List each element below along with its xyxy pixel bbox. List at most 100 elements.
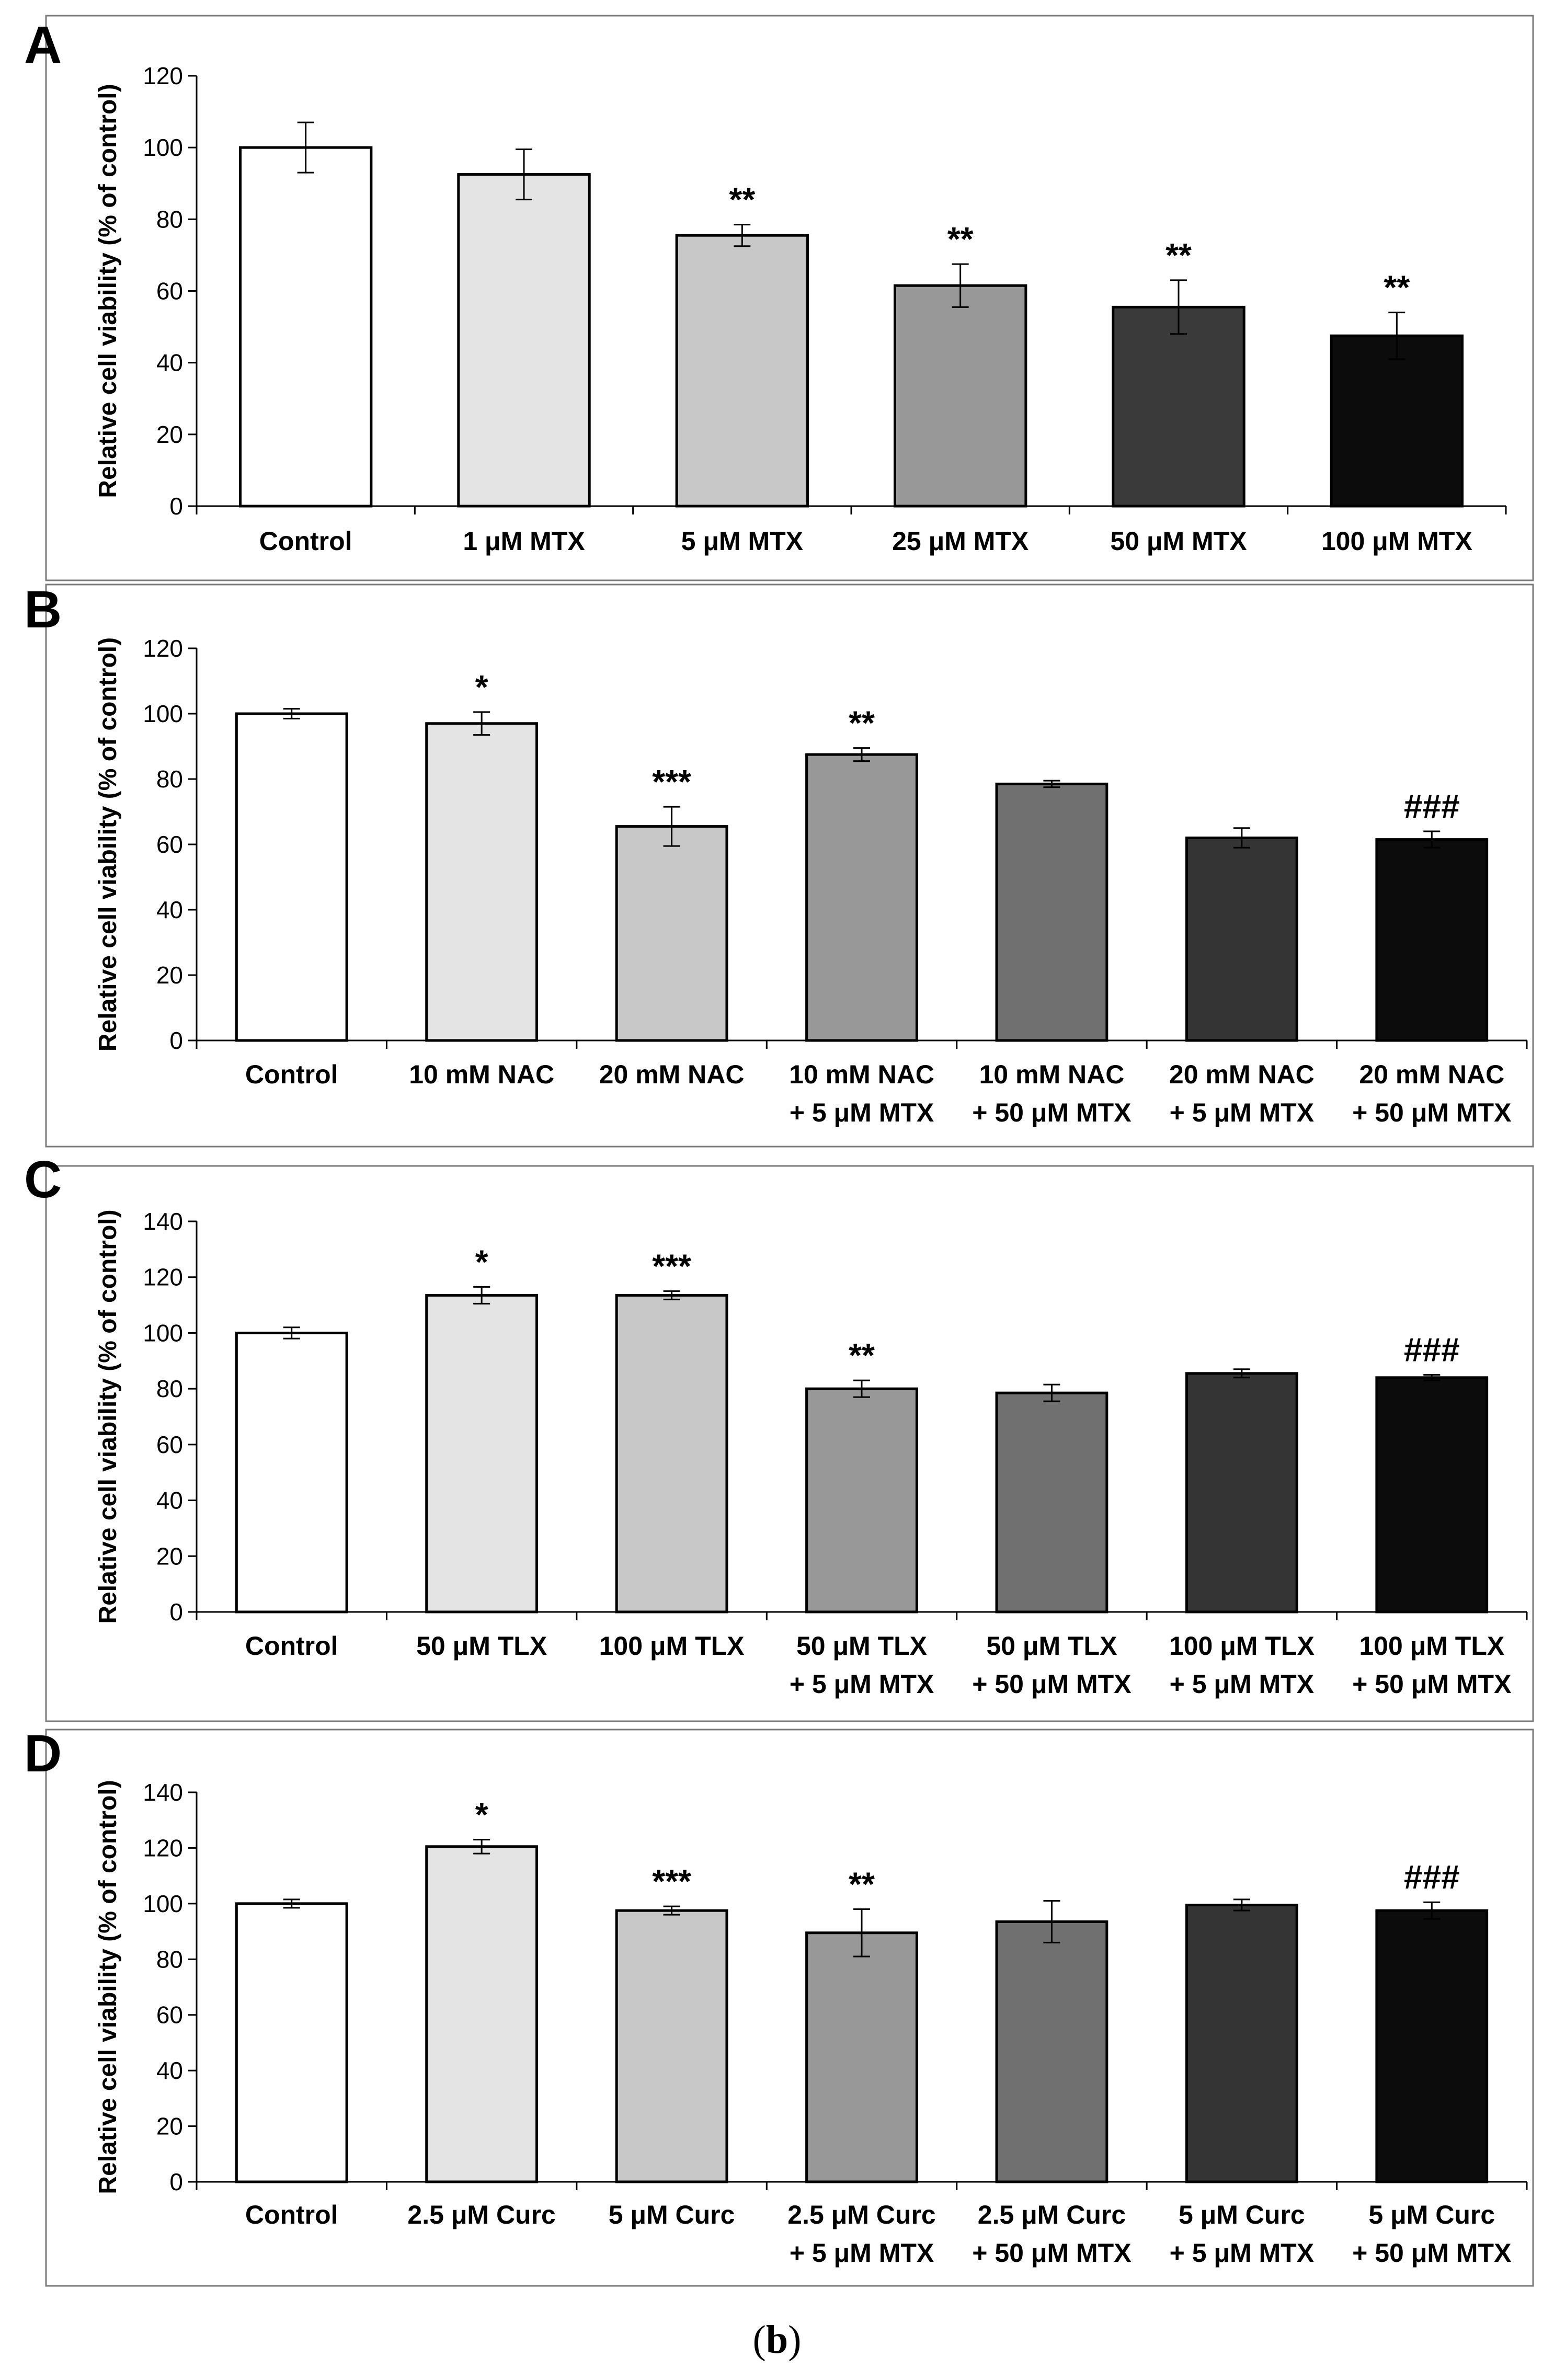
y-tick-label: 80 (156, 1946, 183, 1973)
y-tick-label: 20 (156, 1542, 183, 1570)
y-tick-label: 0 (169, 2168, 183, 2195)
category-label: + 50 μM MTX (972, 1098, 1131, 1127)
panel-b: B 0 20 40 60 80 100 120 Relative cell viability … (24, 580, 1534, 1148)
bar (995, 1391, 1109, 1614)
panel-a: A 0 20 40 60 80 100 120 Relative cell viability … (24, 15, 1534, 581)
y-tick-label: 80 (156, 765, 183, 793)
category-label: 50 μM TLX (796, 1631, 927, 1661)
category-label: 5 μM MTX (681, 527, 803, 556)
bar (893, 284, 1027, 508)
significance-label: ### (1404, 787, 1460, 825)
significance-label: ** (947, 220, 974, 258)
y-tick-label: 100 (143, 1890, 183, 1917)
y-tick-label: 140 (143, 1779, 183, 1806)
bar (805, 1931, 918, 2183)
panel-frame (45, 583, 1534, 1148)
y-tick-label: 100 (143, 700, 183, 727)
category-label: 25 μM MTX (892, 527, 1029, 556)
category-label: 100 μM TLX (599, 1631, 745, 1661)
category-label: + 50 μM MTX (1352, 1669, 1511, 1699)
y-axis-label: Relative cell viability (% of control) (94, 637, 122, 1051)
bar (805, 753, 918, 1042)
significance-label: ** (849, 704, 875, 742)
y-tick-label: 100 (143, 134, 183, 161)
bar (1185, 1372, 1298, 1614)
y-tick-label: 60 (156, 278, 183, 305)
bar (675, 234, 809, 508)
category-label: + 5 μM MTX (1170, 1669, 1314, 1699)
bar (425, 1294, 539, 1614)
category-label: + 50 μM MTX (1352, 2238, 1511, 2268)
y-tick-label: 0 (169, 1027, 183, 1054)
y-axis-label: Relative cell viability (% of control) (94, 1209, 122, 1623)
panel-c: C 0 20 40 60 80 100 120 140 Relative cell viabili… (24, 1150, 1534, 1722)
y-tick-label: 40 (156, 896, 183, 923)
bar (457, 173, 591, 508)
category-label: + 50 μM MTX (1352, 1098, 1511, 1127)
y-tick-label: 20 (156, 2113, 183, 2140)
category-label: + 5 μM MTX (790, 1098, 934, 1127)
category-label: + 50 μM MTX (972, 2238, 1131, 2268)
panel-d: D 0 20 40 60 80 100 120 140 Relative cell viabili… (24, 1724, 1534, 2287)
category-label: 2.5 μM Curc (978, 2200, 1126, 2229)
y-tick-label: 120 (143, 62, 183, 89)
significance-label: ** (1384, 269, 1410, 306)
y-tick-label: 120 (143, 1264, 183, 1291)
significance-label: * (475, 668, 488, 706)
y-tick-label: 120 (143, 635, 183, 662)
bar (238, 146, 373, 508)
category-label: 20 mM NAC (599, 1060, 745, 1089)
bar (805, 1387, 918, 1614)
bar (235, 1331, 348, 1614)
category-label: 100 μM TLX (1169, 1631, 1315, 1661)
category-label: + 50 μM MTX (972, 1669, 1131, 1699)
category-label: Control (259, 527, 352, 556)
category-label: 50 μM TLX (986, 1631, 1117, 1661)
y-tick-label: 140 (143, 1208, 183, 1235)
significance-label: ### (1404, 1858, 1460, 1896)
bar (235, 712, 348, 1042)
category-label: 50 μM MTX (1110, 527, 1247, 556)
panel-letter: C (24, 1150, 62, 1209)
bar (1375, 838, 1489, 1042)
bar (995, 782, 1109, 1042)
bar (1112, 305, 1246, 508)
category-label: 5 μM Curc (1368, 2200, 1495, 2229)
category-label: 100 μM MTX (1321, 527, 1472, 556)
category-label: 5 μM Curc (1179, 2200, 1305, 2229)
y-tick-label: 80 (156, 205, 183, 233)
category-label: + 5 μM MTX (1170, 2238, 1314, 2268)
significance-label: ** (1166, 236, 1192, 274)
significance-label: *** (652, 1862, 691, 1900)
y-axis-label: Relative cell viability (% of control) (94, 84, 122, 498)
bar (615, 1909, 728, 2183)
significance-label: *** (652, 763, 691, 800)
y-tick-label: 60 (156, 1431, 183, 1458)
significance-label: *** (652, 1247, 691, 1285)
category-label: 10 mM NAC (979, 1060, 1125, 1089)
bar (615, 825, 728, 1042)
bar (1375, 1909, 1489, 2183)
category-label: + 5 μM MTX (790, 2238, 934, 2268)
bar (425, 722, 539, 1042)
bar (425, 1845, 539, 2183)
bar (235, 1902, 348, 2183)
y-tick-label: 0 (169, 493, 183, 520)
y-tick-label: 20 (156, 962, 183, 989)
significance-label: ### (1404, 1331, 1460, 1368)
significance-label: * (475, 1795, 488, 1833)
y-tick-label: 80 (156, 1375, 183, 1402)
y-tick-label: 0 (169, 1598, 183, 1626)
panel-frame (45, 1165, 1534, 1722)
significance-label: ** (849, 1336, 875, 1374)
category-label: + 5 μM MTX (790, 1669, 934, 1699)
category-label: 20 mM NAC (1169, 1060, 1315, 1089)
y-tick-label: 100 (143, 1319, 183, 1346)
category-label: 10 mM NAC (409, 1060, 554, 1089)
bar (1375, 1376, 1489, 1614)
panel-frame (45, 15, 1534, 581)
y-tick-label: 40 (156, 2057, 183, 2084)
y-tick-label: 120 (143, 1834, 183, 1861)
category-label: Control (245, 1631, 338, 1661)
